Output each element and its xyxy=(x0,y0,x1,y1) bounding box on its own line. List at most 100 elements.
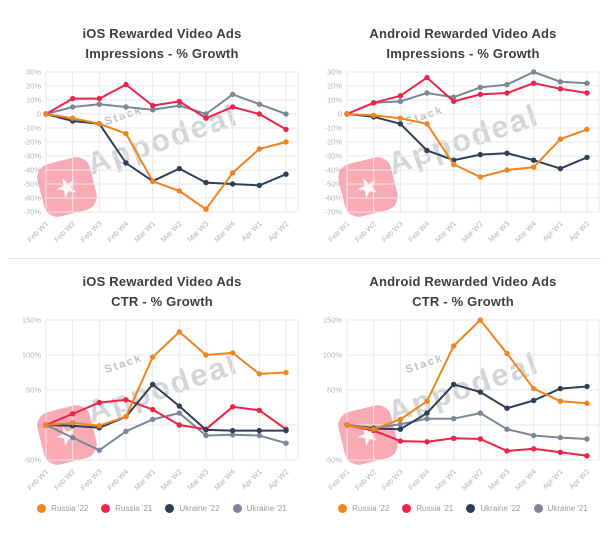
data-point xyxy=(176,410,183,416)
x-axis-tick-label: Mar W3 xyxy=(486,467,511,492)
y-axis-tick-label: 30% xyxy=(26,68,41,77)
x-axis-tick-label: Feb W3 xyxy=(79,467,104,492)
data-point xyxy=(557,385,564,392)
data-point xyxy=(584,453,590,459)
chart-title-line1: iOS Rewarded Video Ads xyxy=(82,274,242,289)
data-point xyxy=(584,436,590,442)
y-axis-tick-label: 0 xyxy=(37,110,41,119)
legend-label: Russia '22 xyxy=(51,504,89,513)
x-axis-tick-label: Mar W1 xyxy=(433,219,458,244)
legend-item-ukraine-22[interactable]: Ukraine '22 xyxy=(165,504,220,513)
data-point xyxy=(344,111,350,117)
y-axis-tick-label: 100% xyxy=(22,351,42,360)
x-axis-tick-label: Apr W1 xyxy=(240,219,264,243)
data-point xyxy=(424,121,430,127)
data-point xyxy=(530,69,537,75)
chart-area: ★ Stack Appodeal 150% 100% 50% 0 -50% Feb W1 F… xyxy=(313,312,609,508)
legend-dot-russia-22-icon xyxy=(37,504,47,513)
x-axis-tick-label: Apr W1 xyxy=(541,219,565,243)
y-axis-tick-label: -60% xyxy=(324,194,342,203)
x-axis-tick-label: Feb W2 xyxy=(52,467,77,492)
data-point xyxy=(450,94,457,100)
data-point xyxy=(450,416,457,422)
data-point xyxy=(584,126,590,133)
chart-title: Android Rewarded Video Ads Impressions -… xyxy=(313,16,609,64)
y-axis-tick-label: -60% xyxy=(23,194,41,203)
legend-label: Ukraine '21 xyxy=(246,504,287,513)
chart-title: Android Rewarded Video Ads CTR - % Growt… xyxy=(313,264,609,312)
legend-item-ukraine-22[interactable]: Ukraine '22 xyxy=(466,504,521,513)
y-axis-tick-label: 30% xyxy=(327,68,342,77)
x-axis-tick-label: Mar W1 xyxy=(132,467,157,492)
data-point xyxy=(530,164,537,170)
data-point xyxy=(256,182,263,189)
data-point xyxy=(584,90,590,96)
legend-item-ukraine-21[interactable]: Ukraine '21 xyxy=(232,504,287,513)
series-ukraine-22 xyxy=(43,111,289,189)
data-point xyxy=(557,398,564,404)
chart-title-line2: CTR - % Growth xyxy=(111,294,213,309)
legend-item-russia-21[interactable]: Russia '21 xyxy=(101,504,152,513)
legend-label: Ukraine '21 xyxy=(547,504,588,513)
data-point xyxy=(149,178,156,184)
x-axis-tick-label: Feb W4 xyxy=(105,219,130,244)
data-point xyxy=(530,385,537,392)
data-point xyxy=(450,435,457,441)
y-axis-tick-label: 150% xyxy=(22,316,42,325)
data-point xyxy=(424,90,430,96)
data-point xyxy=(477,84,484,91)
line-chart-svg: 30% 20% 10% 0 -10% -20% -30% -40% -50% -60% -70% Fe… xyxy=(23,68,299,244)
chart-panel-android-ctr: Android Rewarded Video Ads CTR - % Growt… xyxy=(313,264,609,513)
data-point xyxy=(557,86,564,92)
x-axis-tick-label: Apr W1 xyxy=(240,467,264,491)
series-ukraine-21 xyxy=(344,69,590,117)
data-point xyxy=(477,317,484,323)
x-axis-tick-label: Feb W4 xyxy=(406,219,431,244)
series-ukraine-21 xyxy=(43,91,289,117)
data-point xyxy=(229,91,236,98)
data-point xyxy=(370,426,377,432)
x-axis-tick-label: Mar W4 xyxy=(212,467,237,492)
legend-item-ukraine-21[interactable]: Ukraine '21 xyxy=(533,504,588,513)
data-point xyxy=(530,446,537,452)
y-axis-tick-label: 0 xyxy=(37,421,41,430)
y-axis-tick-label: -20% xyxy=(23,138,41,147)
data-point xyxy=(123,428,129,434)
x-axis-tick-label: Mar W2 xyxy=(159,219,184,244)
data-point xyxy=(424,416,430,422)
data-point xyxy=(397,438,404,444)
chart-title-line2: CTR - % Growth xyxy=(412,294,514,309)
data-point xyxy=(504,405,510,411)
series-ukraine-22 xyxy=(43,381,289,434)
axis-labels: 150% 100% 50% 0 -50% Feb W1 Feb W2 Feb W3 Feb W4… xyxy=(22,316,291,492)
data-point xyxy=(69,411,76,417)
legend-item-russia-22[interactable]: Russia '22 xyxy=(37,504,88,513)
data-point xyxy=(229,404,236,410)
data-point xyxy=(504,90,510,96)
data-point xyxy=(43,111,49,117)
data-point xyxy=(477,436,484,442)
y-axis-tick-label: -20% xyxy=(324,138,342,147)
data-point xyxy=(283,440,289,446)
data-point xyxy=(149,107,156,113)
y-axis-tick-label: 100% xyxy=(323,351,343,360)
data-point xyxy=(477,151,484,158)
data-point xyxy=(397,416,404,423)
series-russia-22 xyxy=(344,111,590,180)
data-point xyxy=(424,74,430,81)
data-point xyxy=(530,80,537,86)
data-point xyxy=(149,354,156,360)
legend-item-russia-21[interactable]: Russia '21 xyxy=(402,504,453,513)
line-chart-svg: 150% 100% 50% 0 -50% Feb W1 Feb W2 Feb W3 Feb W4… xyxy=(323,316,600,492)
chart-panel-ios-impressions: iOS Rewarded Video Ads Impressions - % G… xyxy=(12,16,312,260)
data-point xyxy=(557,449,564,455)
data-point xyxy=(530,157,537,163)
data-point xyxy=(229,427,236,434)
x-axis-tick-label: Mar W4 xyxy=(212,219,237,244)
data-point xyxy=(176,98,183,105)
data-point xyxy=(370,112,377,119)
section-divider xyxy=(8,258,601,259)
legend-label: Ukraine '22 xyxy=(480,504,521,513)
legend-item-russia-22[interactable]: Russia '22 xyxy=(338,504,389,513)
data-point xyxy=(123,160,129,166)
